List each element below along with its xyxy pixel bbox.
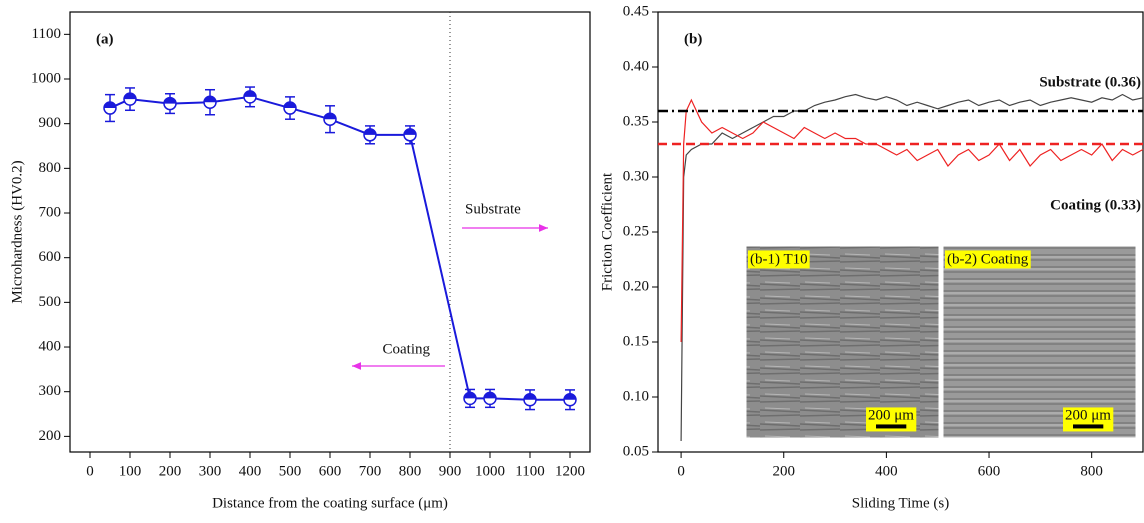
scale-bar (1073, 424, 1104, 429)
x-tick-label: 200 (772, 463, 795, 479)
micrograph (745, 245, 940, 439)
reference-label: Substrate (0.36) (1039, 74, 1141, 90)
y-axis-label: Microhardness (HV0.2) (9, 160, 25, 303)
data-line (109, 95, 570, 401)
scale-bar (876, 424, 907, 429)
scale-label: 200 μm (1065, 407, 1111, 423)
chart-title: (a) (96, 31, 114, 47)
inset-label-bg (945, 250, 1031, 269)
micrograph (942, 245, 1137, 439)
y-tick-label: 1100 (32, 26, 61, 42)
annotation: Substrate (465, 201, 521, 217)
x-tick-label: 0 (86, 463, 94, 479)
x-tick-label: 600 (978, 463, 1001, 479)
y-tick-label: 1000 (31, 70, 61, 86)
data-point-fill (524, 393, 536, 400)
x-tick-label: 400 (239, 463, 262, 479)
data-point-fill (564, 393, 576, 400)
y-tick-label: 800 (39, 160, 62, 176)
x-tick-label: 800 (399, 463, 422, 479)
y-tick-label: 0.05 (623, 443, 649, 459)
x-tick-label: 200 (159, 463, 182, 479)
reference-label: Coating (0.33) (1050, 197, 1141, 213)
y-tick-label: 0.45 (623, 3, 649, 19)
y-tick-label: 200 (39, 428, 62, 444)
data-line (680, 98, 1144, 343)
x-tick-label: 400 (875, 463, 898, 479)
y-tick-label: 0.25 (623, 223, 649, 239)
data-point-fill (104, 102, 116, 109)
x-axis-label: Sliding Time (s) (852, 495, 950, 511)
data-point-fill (364, 128, 376, 135)
y-tick-label: 700 (39, 204, 62, 220)
data-point-fill (464, 392, 476, 399)
data-point-fill (324, 113, 336, 120)
inset-label: (b-2) Coating (947, 251, 1029, 267)
y-tick-label: 0.15 (623, 333, 649, 349)
x-tick-label: 900 (439, 463, 462, 479)
x-tick-label: 1000 (475, 463, 505, 479)
data-point-fill (284, 102, 296, 109)
inset-label: (b-1) T10 (750, 251, 808, 267)
y-tick-label: 400 (39, 338, 62, 354)
data-point-fill (204, 96, 216, 103)
chart-title: (b) (684, 31, 702, 47)
y-tick-label: 600 (39, 249, 62, 265)
data-line (680, 93, 1144, 442)
x-tick-label: 100 (119, 463, 142, 479)
y-tick-label: 0.30 (623, 168, 649, 184)
x-tick-label: 500 (279, 463, 302, 479)
x-tick-label: 1200 (555, 463, 585, 479)
scale-label: 200 μm (868, 407, 914, 423)
inset-label-bg (748, 250, 810, 269)
x-tick-label: 700 (359, 463, 382, 479)
y-tick-label: 300 (39, 383, 62, 399)
x-tick-label: 300 (199, 463, 222, 479)
annotation: Coating (383, 341, 431, 357)
data-point-fill (404, 128, 416, 135)
data-point-fill (244, 90, 256, 97)
y-axis-label: Friction Coefficient (599, 172, 615, 291)
x-tick-label: 600 (319, 463, 342, 479)
y-tick-label: 900 (39, 115, 62, 131)
y-tick-label: 500 (39, 294, 62, 310)
x-axis-label: Distance from the coating surface (μm) (212, 495, 448, 511)
y-tick-label: 0.40 (623, 58, 649, 74)
y-tick-label: 0.10 (623, 388, 649, 404)
y-tick-label: 0.20 (623, 278, 649, 294)
x-tick-label: 0 (677, 463, 685, 479)
data-point-fill (484, 392, 496, 399)
data-point-fill (124, 93, 136, 100)
plot-frame (69, 11, 591, 453)
y-tick-label: 0.35 (623, 113, 649, 129)
x-tick-label: 800 (1080, 463, 1103, 479)
x-tick-label: 1100 (515, 463, 544, 479)
data-point-fill (164, 97, 176, 104)
